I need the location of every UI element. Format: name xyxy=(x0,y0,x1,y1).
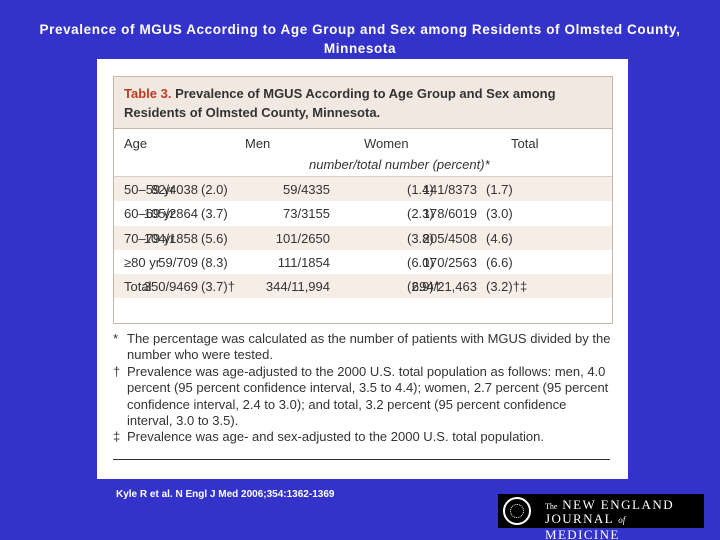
table-row: 60–69 yr 105/2864 (3.7) 73/3155 (2.3) 178/601… xyxy=(114,201,612,225)
column-header-row: Age Men Women Total xyxy=(114,129,612,155)
citation: Kyle R et al. N Engl J Med 2006;354:1362… xyxy=(116,489,335,500)
column-header-age: Age xyxy=(124,136,148,151)
nejm-the: The xyxy=(545,502,558,511)
cell-women-percent: (2.9)† xyxy=(407,279,441,295)
cell-total-percent: (1.7) xyxy=(486,182,513,197)
cell-total-percent: (4.6) xyxy=(486,230,513,246)
cell-women-percent: (1.4) xyxy=(407,182,434,197)
nejm-new-england: NEW ENGLAND xyxy=(562,497,675,512)
unit-note: number/total number (percent)* xyxy=(309,157,490,172)
cell-women-count: 101/2650 xyxy=(275,230,330,246)
cell-age: Total xyxy=(124,279,152,295)
cell-total-count: 205/4508 xyxy=(422,230,477,246)
nejm-medicine: MEDICINE xyxy=(545,527,620,540)
cell-women-count: 344/11,994 xyxy=(265,279,330,295)
footnote: ‡ Prevalence was age- and sex-adjusted t… xyxy=(113,429,613,445)
cell-women-percent: (6.0) xyxy=(407,254,434,270)
cell-age: 70–79 yr xyxy=(124,230,175,246)
nejm-logo-line2: JOURNAL of MEDICINE xyxy=(545,511,704,540)
table-row: 50–59 yr 82/4038 (2.0) 59/4335 (1.4) 141/8373… xyxy=(114,177,612,202)
nejm-logo-line1: The NEW ENGLAND xyxy=(545,497,674,513)
table-panel: Table 3. Prevalence of MGUS According to… xyxy=(97,59,628,479)
cell-women-percent: (2.3) xyxy=(407,206,434,222)
unit-note-row: number/total number (percent)* xyxy=(114,155,612,177)
cell-total-count: 694/21,463 xyxy=(411,279,477,295)
slide-title: Prevalence of MGUS According to Age Grou… xyxy=(0,20,720,58)
column-header-women: Women xyxy=(364,136,409,151)
table-caption: Table 3. Prevalence of MGUS According to… xyxy=(114,77,612,129)
cell-men-count: 350/9469 xyxy=(143,279,198,295)
nejm-journal: JOURNAL xyxy=(545,511,614,526)
cell-age: ≥80 yr xyxy=(124,254,161,270)
cell-total-count: 178/6019 xyxy=(422,206,477,222)
table-caption-line1: Prevalence of MGUS According to Age Grou… xyxy=(175,86,556,101)
table-body: 50–59 yr 82/4038 (2.0) 59/4335 (1.4) 141/8373… xyxy=(114,177,612,299)
cell-total-percent: (6.6) xyxy=(486,254,513,270)
nejm-logo: The NEW ENGLAND JOURNAL of MEDICINE xyxy=(498,494,704,540)
table-number: Table 3. xyxy=(124,86,172,101)
cell-age: 60–69 yr xyxy=(124,206,175,222)
cell-men-count: 104/1858 xyxy=(143,230,198,246)
footnote-mark: * xyxy=(113,331,119,346)
cell-women-percent: (3.8) xyxy=(407,230,434,246)
cell-total-count: 141/8373 xyxy=(422,182,477,197)
footnote-text: Prevalence was age-adjusted to the 2000 … xyxy=(127,363,609,429)
prevalence-table: Table 3. Prevalence of MGUS According to… xyxy=(113,76,613,324)
slide-title-line2: Minnesota xyxy=(323,41,397,56)
table-row: 70–79 yr 104/1858 (5.6) 101/2650 (3.8) 205/45… xyxy=(114,225,612,250)
bottom-rule xyxy=(113,459,610,460)
cell-age: 50–59 yr xyxy=(124,182,175,197)
footnote-mark: ‡ xyxy=(113,429,121,445)
table-row: Total 350/9469 (3.7)† 344/11,994 (2.9)† 694/2… xyxy=(114,274,612,299)
footnote-text: The percentage was calculated as the num… xyxy=(127,331,611,363)
footnotes: * The percentage was calculated as the n… xyxy=(113,331,613,446)
cell-men-percent: (5.6) xyxy=(201,230,228,246)
table-caption-line2: Residents of Olmsted County, Minnesota. xyxy=(124,105,381,120)
nejm-seal-icon xyxy=(503,497,531,525)
cell-total-percent: (3.0) xyxy=(486,206,513,222)
column-header-total: Total xyxy=(511,136,539,151)
cell-total-percent: (3.2)†‡ xyxy=(486,279,528,295)
cell-men-percent: (3.7) xyxy=(201,206,228,222)
footnote: * The percentage was calculated as the n… xyxy=(113,331,613,364)
cell-women-count: 73/3155 xyxy=(283,206,330,222)
cell-men-count: 82/4038 xyxy=(151,182,198,197)
table-row: ≥80 yr 59/709 (8.3) 111/1854 (6.0) 170/2563 (6… xyxy=(114,250,612,274)
cell-women-count: 59/4335 xyxy=(283,182,330,197)
cell-women-count: 111/1854 xyxy=(277,254,330,270)
nejm-of: of xyxy=(618,515,626,525)
cell-total-count: 170/2563 xyxy=(422,254,477,270)
slide-title-line1: Prevalence of MGUS According to Age Grou… xyxy=(39,22,681,37)
footnote-text: Prevalence was age- and sex-adjusted to … xyxy=(127,429,544,445)
column-header-men: Men xyxy=(245,136,271,151)
footnote: † Prevalence was age-adjusted to the 200… xyxy=(113,364,613,430)
cell-men-percent: (8.3) xyxy=(201,254,228,270)
footnote-mark: † xyxy=(113,363,121,379)
cell-men-count: 105/2864 xyxy=(143,206,198,222)
cell-men-count: 59/709 xyxy=(158,254,198,270)
cell-men-percent: (3.7)† xyxy=(201,279,235,295)
cell-men-percent: (2.0) xyxy=(201,182,228,197)
